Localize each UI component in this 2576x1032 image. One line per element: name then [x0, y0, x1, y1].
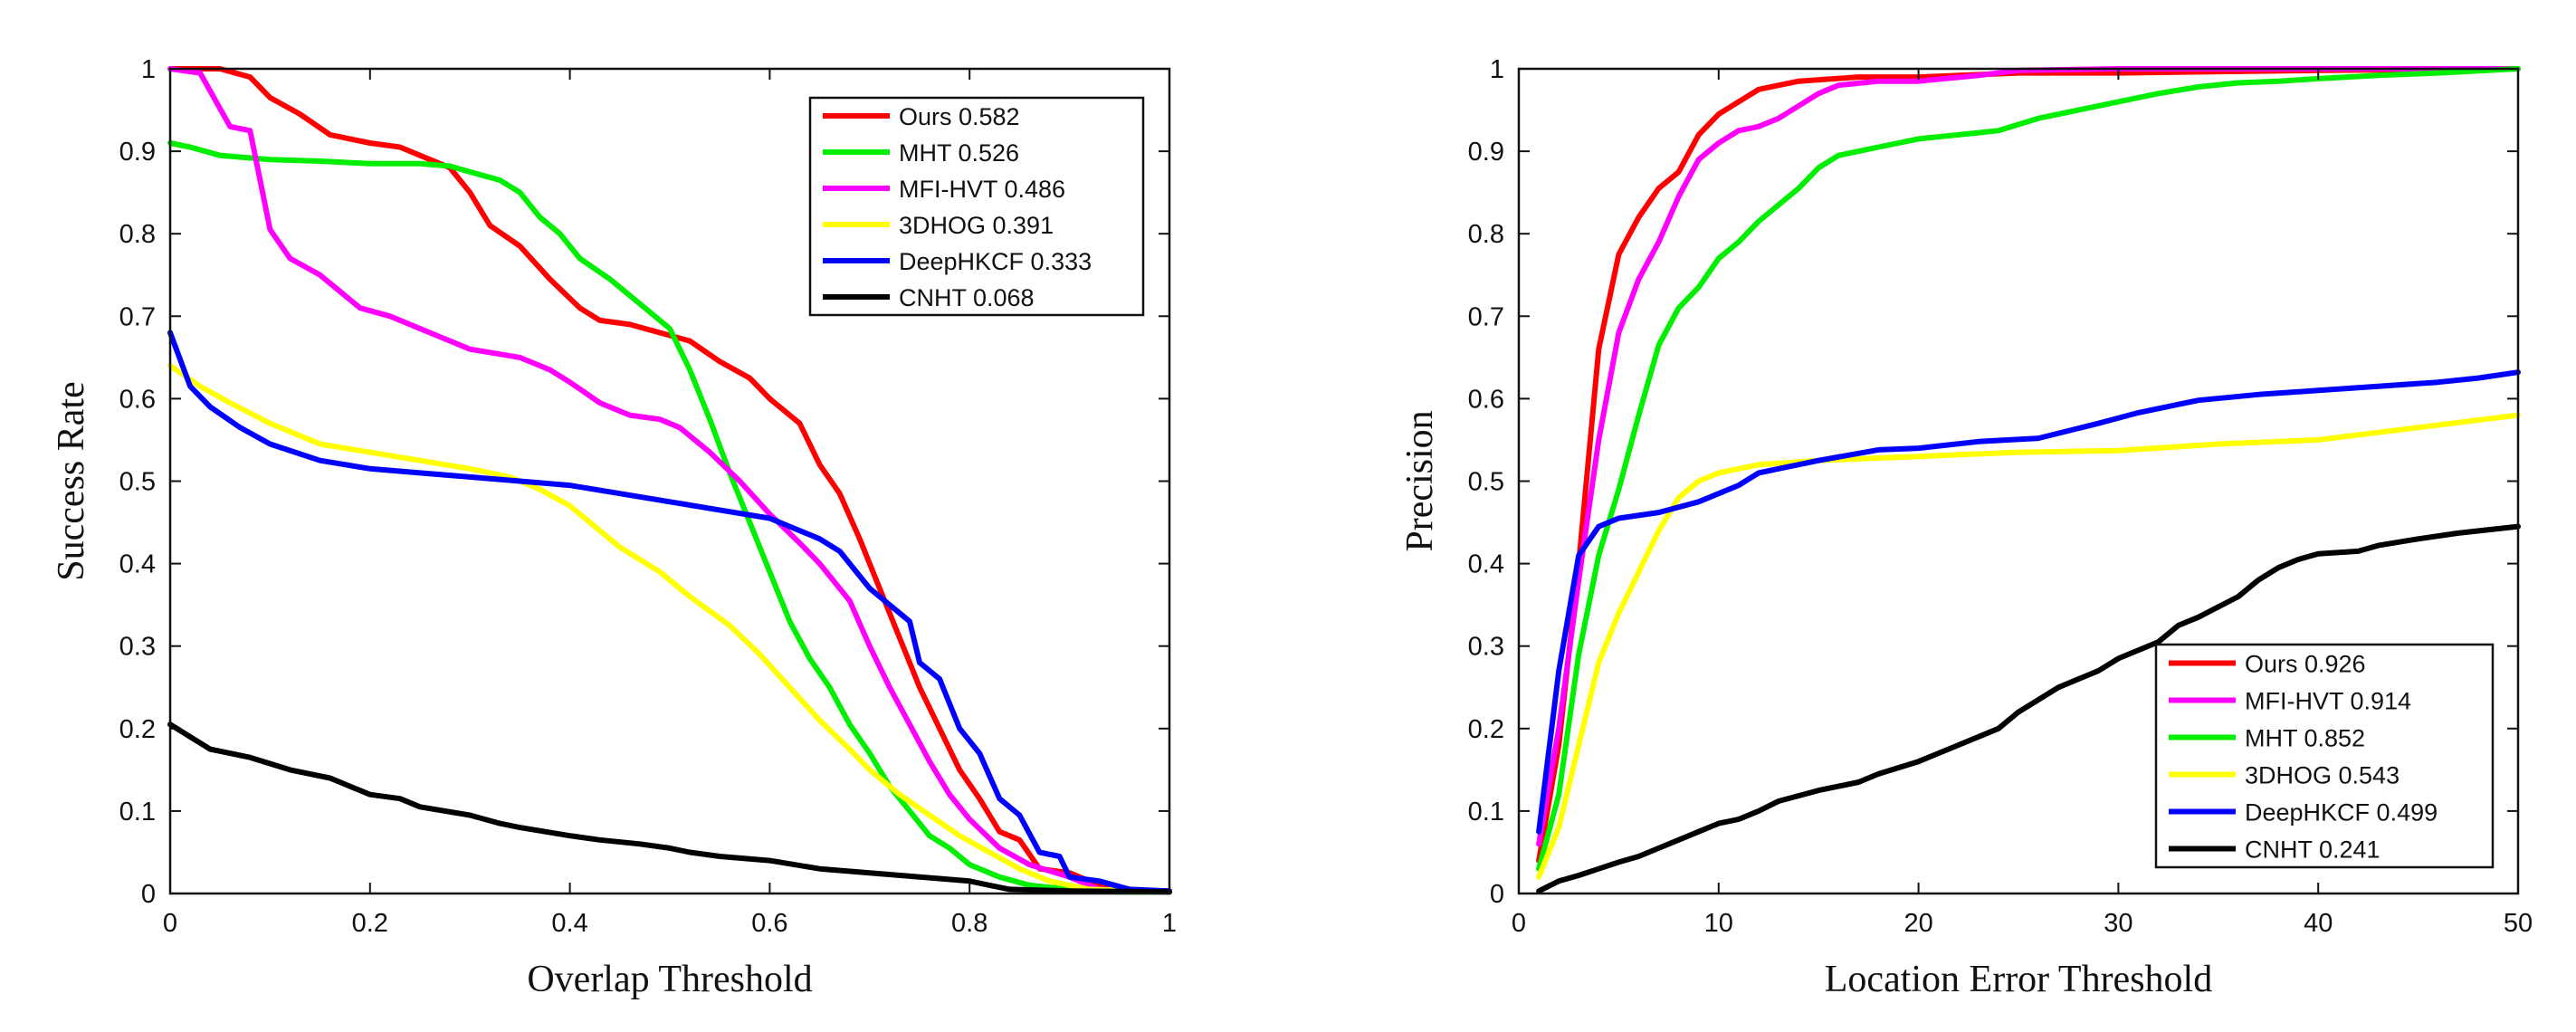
y-tick-label: 0.5	[1468, 468, 1504, 497]
legend-label-deephkcf: DeepHKCF 0.499	[2245, 799, 2438, 827]
series-line-cnht	[167, 721, 1172, 895]
y-tick-label: 0.5	[119, 468, 156, 497]
series-line-deephkcf	[167, 330, 1172, 894]
legend-label-3dhog: 3DHOG 0.543	[2245, 762, 2399, 789]
legend-label-3dhog: 3DHOG 0.391	[899, 212, 1054, 239]
x-tick-label: 30	[2104, 909, 2132, 938]
legend-label-cnht: CNHT 0.068	[899, 284, 1035, 311]
y-tick-label: 0.1	[119, 798, 156, 827]
legend-label-mfi-hvt: MFI-HVT 0.914	[2245, 688, 2411, 715]
y-tick-label: 0	[1490, 880, 1504, 909]
y-tick-label: 0.4	[1468, 550, 1504, 579]
chart-2: 0 10 20 30 40 50 0 0.1 0.2 0.3 0.4 0.5 0.6 0.7 0.8 0.9 1…	[1399, 55, 2533, 1000]
x-tick-label: 0	[163, 909, 177, 938]
x-tick-label: 0.6	[751, 909, 787, 938]
y-tick-label: 0.6	[1468, 385, 1504, 414]
legend-box	[808, 96, 1145, 317]
x-tick-label: 0.8	[951, 909, 987, 938]
y-tick-label: 0.1	[1468, 798, 1504, 827]
y-tick-label: 0.9	[1468, 138, 1504, 167]
y-tick-label: 0.2	[1468, 715, 1504, 744]
series-line-deephkcf	[1536, 369, 2521, 835]
y-axis-title: Success Rate	[51, 381, 92, 580]
legend-box	[2154, 643, 2495, 869]
x-tick-label: 50	[2504, 909, 2533, 938]
y-tick-label: 1	[141, 55, 156, 84]
y-tick-label: 0.6	[119, 385, 156, 414]
y-tick-label: 0.4	[119, 550, 156, 579]
y-tick-label: 0.8	[119, 220, 156, 249]
y-tick-label: 0.7	[1468, 302, 1504, 331]
legend-label-ours: Ours 0.582	[899, 103, 1020, 130]
y-tick-label: 0.3	[119, 633, 156, 662]
legend-label-mht: MHT 0.526	[899, 139, 1019, 167]
x-tick-label: 40	[2304, 909, 2333, 938]
y-tick-label: 0.2	[119, 715, 156, 744]
series-line-ours	[167, 66, 1172, 894]
series-line-3dhog	[167, 363, 1172, 895]
x-axis-title: Overlap Threshold	[527, 959, 812, 1000]
y-tick-label: 0.7	[119, 302, 156, 331]
series-line-mfi-hvt	[1536, 66, 2521, 847]
x-tick-label: 1	[1162, 909, 1177, 938]
x-tick-label: 0	[1512, 909, 1526, 938]
legend-label-cnht: CNHT 0.241	[2245, 836, 2380, 864]
y-axis-title: Precision	[1399, 410, 1441, 551]
series-line-cnht	[1536, 523, 2521, 894]
x-tick-label: 10	[1704, 909, 1733, 938]
y-tick-label: 0	[141, 880, 156, 909]
legend-label-mht: MHT 0.852	[2245, 725, 2365, 752]
chart-1: 0 0.2 0.4 0.6 0.8 1 0 0.1 0.2 0.3 0.4 0.5 0.6 0.7 0.8 0…	[51, 55, 1177, 1000]
series-line-mht	[167, 140, 1172, 895]
y-tick-label: 1	[1490, 55, 1504, 84]
y-tick-label: 0.8	[1468, 220, 1504, 249]
legend: Ours 0.926 MFI-HVT 0.914 MHT 0.852 3DHOG 0.…	[2154, 643, 2495, 869]
x-tick-label: 0.4	[551, 909, 587, 938]
x-tick-label: 0.2	[352, 909, 388, 938]
x-tick-label: 20	[1903, 909, 1932, 938]
y-tick-label: 0.3	[1468, 633, 1504, 662]
legend: Ours 0.582 MHT 0.526 MFI-HVT 0.486 3DHOG 0.…	[808, 96, 1145, 317]
legend-label-deephkcf: DeepHKCF 0.333	[899, 248, 1092, 275]
series-line-mht	[1536, 66, 2521, 872]
series-line-3dhog	[1536, 412, 2521, 880]
series-line-mfi-hvt	[167, 66, 1172, 895]
legend-label-ours: Ours 0.926	[2245, 651, 2366, 678]
x-axis-title: Location Error Threshold	[1825, 959, 2212, 1000]
y-tick-label: 0.9	[119, 138, 156, 167]
legend-label-mfi-hvt: MFI-HVT 0.486	[899, 176, 1065, 203]
